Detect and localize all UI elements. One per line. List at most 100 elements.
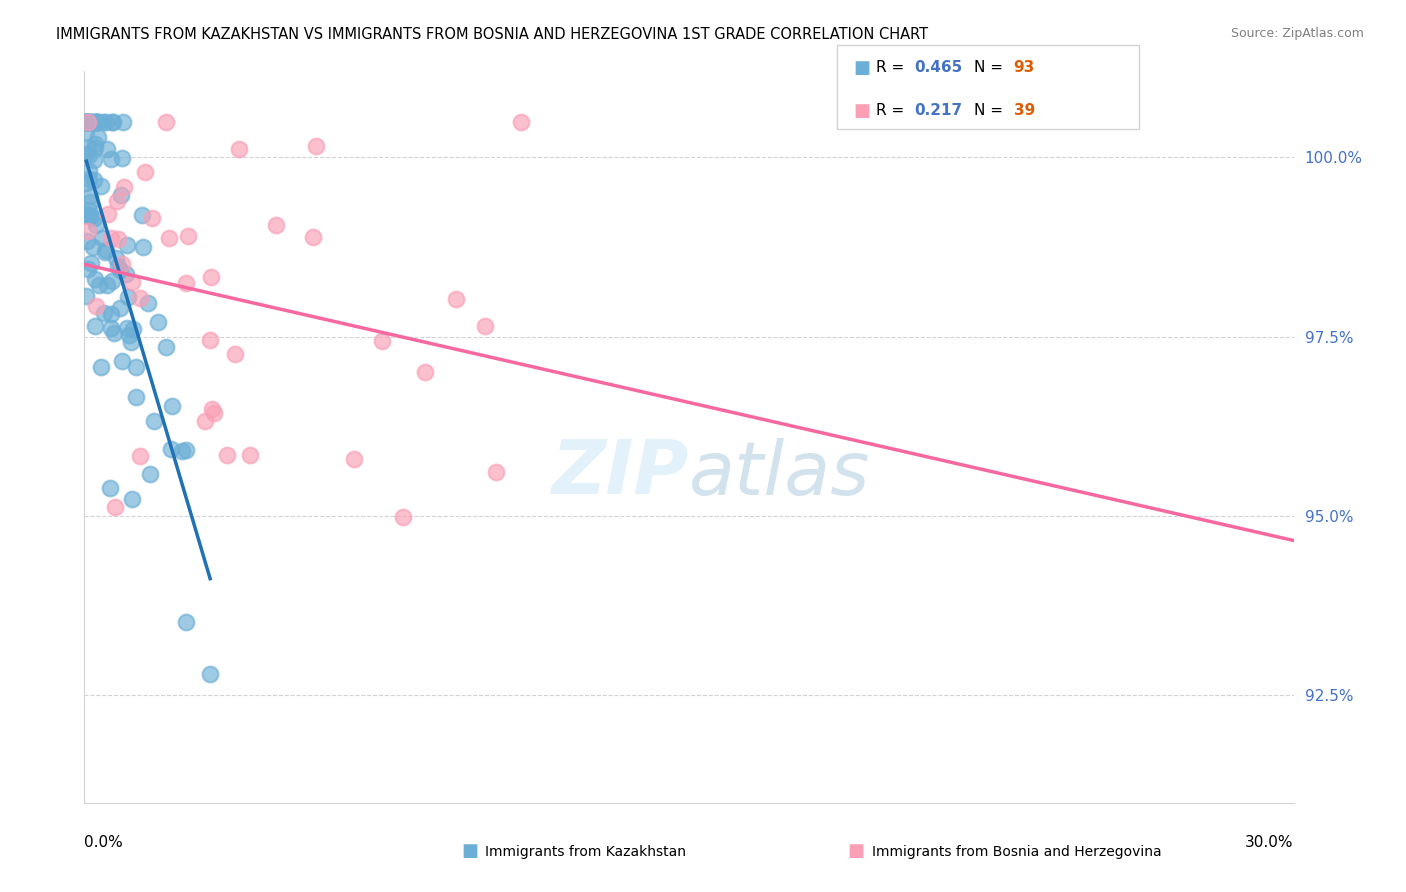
Point [80, 114, 103, 128]
Point [76, 114, 98, 128]
Point [148, 315, 170, 329]
Point [112, 180, 135, 194]
Point [76, 114, 98, 128]
Point [111, 257, 134, 271]
Point [86, 114, 108, 128]
Point [104, 251, 127, 265]
Point [82, 240, 104, 254]
Point [83, 153, 105, 167]
Point [111, 151, 134, 165]
Point [94, 114, 117, 128]
Point [174, 615, 197, 630]
Point [75, 114, 97, 128]
Point [138, 467, 160, 481]
Point [77, 141, 100, 155]
Text: R =: R = [876, 61, 910, 75]
Point [96, 277, 118, 292]
Point [83, 137, 105, 152]
Point [83, 114, 105, 128]
Point [84, 114, 107, 128]
Point [415, 366, 437, 380]
Point [84, 299, 107, 313]
Point [101, 114, 124, 128]
Point [79, 172, 101, 186]
Point [160, 399, 183, 413]
Point [75, 125, 97, 139]
Point [75, 147, 97, 161]
Text: atlas: atlas [689, 438, 870, 509]
Point [371, 334, 394, 348]
Point [484, 465, 506, 479]
Point [141, 211, 163, 226]
Point [202, 406, 225, 420]
Point [84, 140, 107, 154]
Point [177, 228, 200, 243]
Point [94, 244, 117, 259]
Point [75, 289, 97, 303]
Text: ■: ■ [848, 842, 865, 860]
Point [125, 390, 148, 404]
Point [90, 179, 112, 194]
Point [75, 114, 97, 128]
Text: ■: ■ [853, 59, 870, 77]
Point [111, 354, 134, 368]
Point [77, 114, 100, 128]
Point [174, 443, 197, 458]
Point [342, 452, 364, 467]
Point [172, 443, 194, 458]
Point [117, 290, 139, 304]
Point [97, 207, 120, 221]
Point [91, 114, 114, 128]
Text: Immigrants from Kazakhstan: Immigrants from Kazakhstan [485, 846, 686, 859]
Text: Immigrants from Bosnia and Herzegovina: Immigrants from Bosnia and Herzegovina [872, 846, 1161, 859]
Point [108, 301, 131, 315]
Point [100, 231, 122, 245]
Text: ■: ■ [853, 102, 870, 120]
Point [131, 208, 153, 222]
Point [215, 448, 238, 462]
Text: 0.465: 0.465 [914, 61, 962, 75]
Point [111, 114, 134, 128]
Point [128, 449, 150, 463]
Point [94, 243, 117, 257]
Point [83, 172, 105, 186]
Point [174, 276, 197, 290]
Point [77, 148, 100, 162]
Point [155, 340, 177, 354]
Point [239, 448, 262, 462]
Point [392, 509, 415, 524]
Text: ■: ■ [461, 842, 478, 860]
Point [121, 275, 143, 289]
Point [84, 218, 107, 232]
Point [194, 414, 217, 428]
Point [87, 278, 110, 293]
Point [157, 231, 180, 245]
Point [100, 481, 122, 495]
Point [198, 667, 221, 681]
Point [80, 256, 103, 270]
Point [100, 307, 122, 321]
Point [228, 142, 250, 156]
Point [79, 209, 101, 223]
Point [84, 319, 107, 334]
Point [159, 442, 181, 457]
Point [115, 267, 138, 281]
Point [86, 130, 108, 145]
Text: N =: N = [974, 61, 1008, 75]
Point [103, 326, 125, 340]
Point [101, 114, 124, 128]
Point [132, 240, 155, 254]
Point [115, 320, 138, 334]
Text: N =: N = [974, 103, 1008, 118]
Point [86, 114, 108, 128]
Point [510, 114, 533, 128]
Point [77, 262, 100, 277]
Point [76, 234, 98, 248]
Text: Source: ZipAtlas.com: Source: ZipAtlas.com [1230, 27, 1364, 40]
Point [129, 291, 152, 305]
Point [76, 114, 98, 128]
Point [75, 176, 97, 190]
Point [93, 306, 115, 320]
Point [79, 203, 101, 218]
Point [75, 207, 97, 221]
